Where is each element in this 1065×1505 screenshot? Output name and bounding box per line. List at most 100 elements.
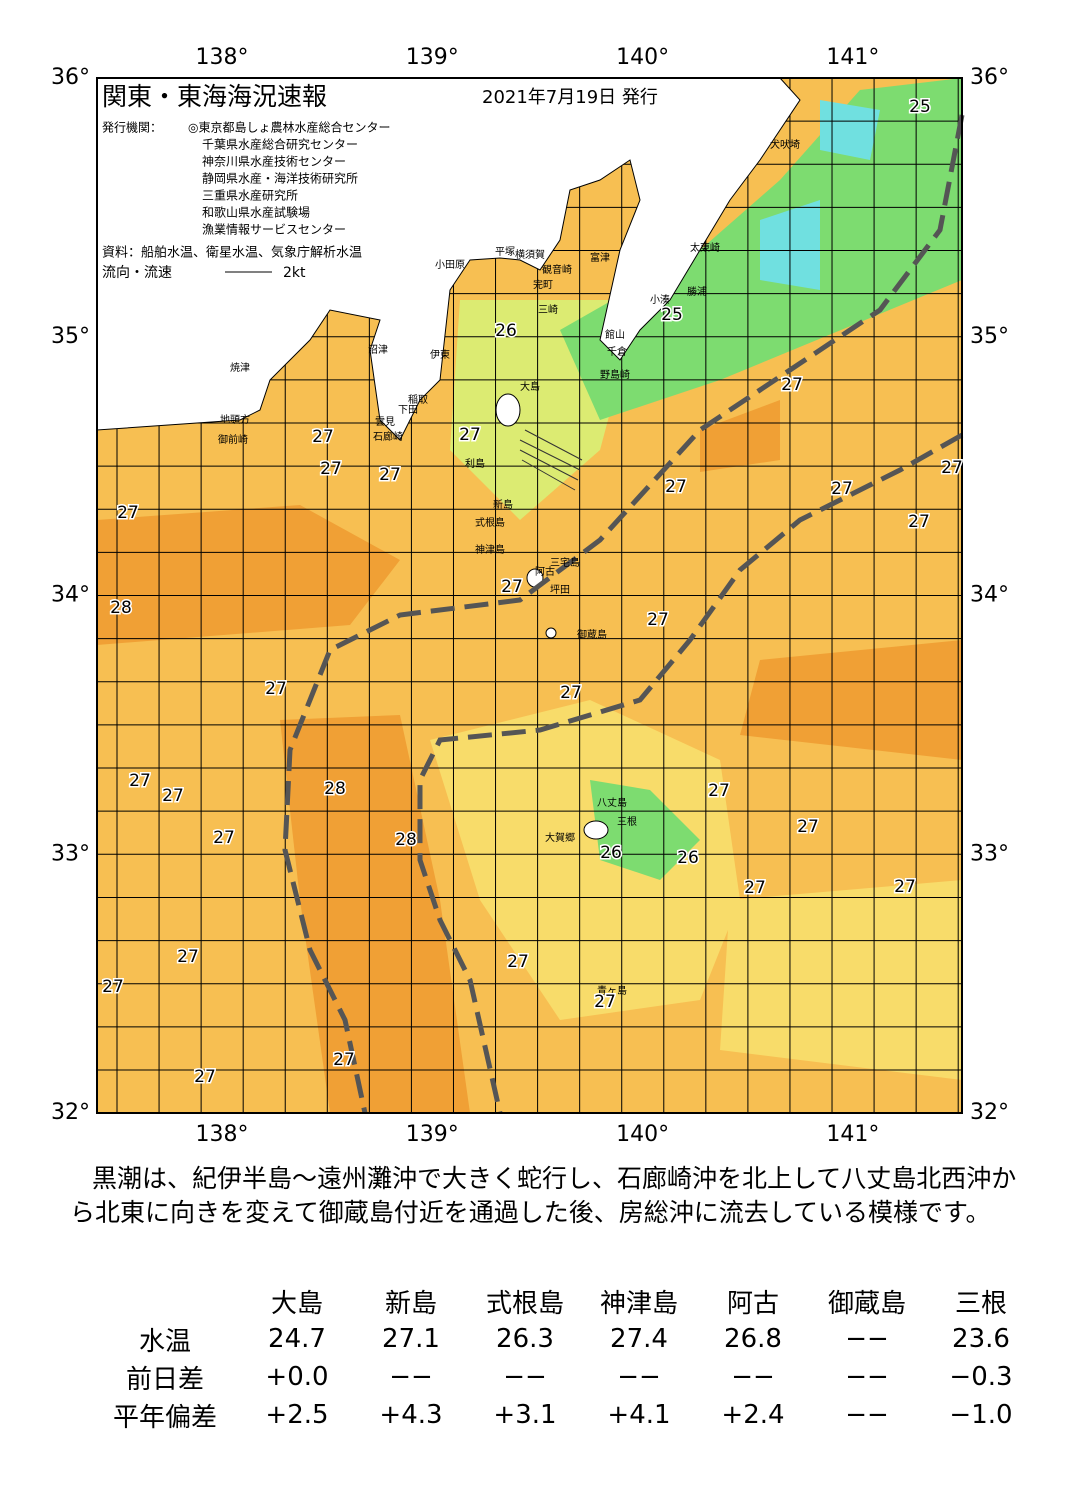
temperature-label: 27 bbox=[744, 878, 766, 898]
column-header: 阿古 bbox=[726, 1288, 779, 1319]
place-name: 下田 bbox=[398, 405, 418, 416]
place-name: 三崎 bbox=[538, 303, 558, 316]
lat-label: 34° bbox=[51, 583, 90, 608]
cell: 27.4 bbox=[610, 1324, 668, 1354]
issuer: 静岡県水産・海洋技術研究所 bbox=[202, 171, 358, 186]
place-name: 太東崎 bbox=[690, 241, 720, 254]
place-name: 小田原 bbox=[435, 259, 465, 271]
cell: −− bbox=[731, 1362, 775, 1392]
lon-label: 138° bbox=[196, 1122, 249, 1147]
temperature-label: 27 bbox=[560, 683, 582, 703]
lon-label: 141° bbox=[826, 1122, 879, 1147]
place-name: 利島 bbox=[465, 457, 485, 470]
description: 黒潮は、紀伊半島～遠州灘沖で大きく蛇行し、石廊崎沖を北上して八丈島北西沖から北東… bbox=[70, 1164, 1017, 1227]
place-name: 富津 bbox=[590, 251, 610, 264]
column-header: 大島 bbox=[270, 1288, 323, 1319]
lat-label: 32° bbox=[51, 1100, 90, 1125]
map-frame bbox=[96, 77, 963, 1114]
place-name: 御蔵島 bbox=[577, 628, 607, 641]
temperature-label: 27 bbox=[708, 781, 730, 801]
place-name: 新島 bbox=[493, 498, 513, 511]
place-name: 稲取 bbox=[408, 394, 428, 406]
cell: +3.1 bbox=[493, 1400, 557, 1430]
temperature-label: 27 bbox=[908, 512, 930, 532]
place-name: 御前崎 bbox=[218, 433, 248, 446]
lat-label: 33° bbox=[970, 841, 1009, 866]
issuer-label: 発行機関： bbox=[102, 120, 162, 135]
cell: −− bbox=[845, 1362, 889, 1392]
row-label: 前日差 bbox=[125, 1364, 204, 1395]
cell: +0.0 bbox=[265, 1362, 329, 1392]
place-name: 阿古 bbox=[535, 565, 555, 578]
cell: −− bbox=[389, 1362, 433, 1392]
cell: +4.3 bbox=[379, 1400, 443, 1430]
temperature-label: 27 bbox=[379, 465, 401, 485]
place-name: 式根島 bbox=[475, 516, 505, 529]
row: 前日差 +0.0 −− −− −− −− −− −0.3 bbox=[90, 1358, 1038, 1396]
place-name: 三根 bbox=[617, 815, 637, 828]
row: 平年偏差 +2.5 +4.3 +3.1 +4.1 +2.4 −− −1.0 bbox=[90, 1396, 1038, 1434]
temperature-label: 27 bbox=[941, 458, 963, 478]
land bbox=[96, 77, 801, 441]
temperature-label: 27 bbox=[333, 1050, 355, 1070]
legend-label: 流向・流速 bbox=[102, 265, 172, 281]
lat-label: 34° bbox=[970, 583, 1009, 608]
temperature-label: 27 bbox=[129, 771, 151, 791]
temperature-label: 27 bbox=[194, 1067, 216, 1087]
temperature-label: 28 bbox=[110, 598, 132, 618]
place-name: 横須賀 bbox=[515, 248, 545, 261]
cell: 24.7 bbox=[268, 1324, 326, 1354]
cell: +2.4 bbox=[721, 1400, 785, 1430]
place-name: 野島崎 bbox=[600, 368, 630, 381]
cell: −− bbox=[845, 1324, 889, 1354]
lon-label: 140° bbox=[616, 1122, 669, 1147]
lon-label: 139° bbox=[406, 45, 459, 70]
temperature-label: 25 bbox=[661, 305, 683, 325]
issuer: 漁業情報サービスセンター bbox=[202, 223, 346, 237]
cell: 27.1 bbox=[382, 1324, 440, 1354]
temperature-label: 27 bbox=[177, 947, 199, 967]
lat-label: 32° bbox=[970, 1100, 1009, 1125]
temperature-label: 27 bbox=[647, 610, 669, 630]
temperature-label: 27 bbox=[781, 375, 803, 395]
cell: −− bbox=[503, 1362, 547, 1392]
temperature-label: 27 bbox=[665, 477, 687, 497]
issuer: ◎東京都島しょ農林水産総合センター bbox=[188, 120, 390, 135]
row: 水温 24.7 27.1 26.3 27.4 26.8 −− 23.6 bbox=[90, 1320, 1038, 1358]
place-name: 伊東 bbox=[430, 348, 450, 361]
legend-speed: 2kt bbox=[283, 265, 306, 281]
place-name: 坪田 bbox=[550, 583, 570, 596]
row-label: 水温 bbox=[138, 1326, 191, 1357]
lat-label: 33° bbox=[51, 841, 90, 866]
issuer: 和歌山県水産試験場 bbox=[202, 205, 310, 220]
cell: 26.3 bbox=[496, 1324, 554, 1354]
temperature-label: 26 bbox=[495, 321, 517, 341]
lat-label: 35° bbox=[51, 324, 90, 349]
issuer: 三重県水産研究所 bbox=[202, 188, 298, 203]
temperature-label: 26 bbox=[677, 848, 699, 868]
lon-label: 140° bbox=[616, 45, 669, 70]
place-name: 地頭方 bbox=[220, 413, 250, 426]
temperature-label: 27 bbox=[320, 459, 342, 479]
place-name: 青ヶ島 bbox=[597, 984, 627, 997]
cell: −− bbox=[617, 1362, 661, 1392]
place-name: 観音崎 bbox=[542, 263, 572, 276]
cell: −0.3 bbox=[949, 1362, 1013, 1392]
temperature-label: 27 bbox=[312, 427, 334, 447]
temperature-label: 27 bbox=[459, 425, 481, 445]
place-name: 勝浦 bbox=[687, 285, 707, 298]
place-name: 神津島 bbox=[475, 543, 505, 556]
map: 関東・東海海況速報 2021年7月19日 発行 発行機関： 資料：船舶水温、衛星… bbox=[51, 45, 1009, 1147]
place-name: 大島 bbox=[520, 380, 540, 393]
temperature-label: 27 bbox=[894, 877, 916, 897]
temperature-label: 27 bbox=[265, 679, 287, 699]
lat-label: 35° bbox=[970, 324, 1009, 349]
place-name: 八丈島 bbox=[597, 796, 627, 809]
header-row: 大島 新島 式根島 神津島 阿古 御蔵島 三根 bbox=[90, 1282, 1038, 1320]
source: 資料：船舶水温、衛星水温、気象庁解析水温 bbox=[102, 245, 362, 261]
temperature-label: 27 bbox=[507, 952, 529, 972]
lon-label: 139° bbox=[406, 1122, 459, 1147]
column-header: 式根島 bbox=[485, 1288, 564, 1319]
issue-date: 2021年7月19日 発行 bbox=[482, 87, 658, 108]
